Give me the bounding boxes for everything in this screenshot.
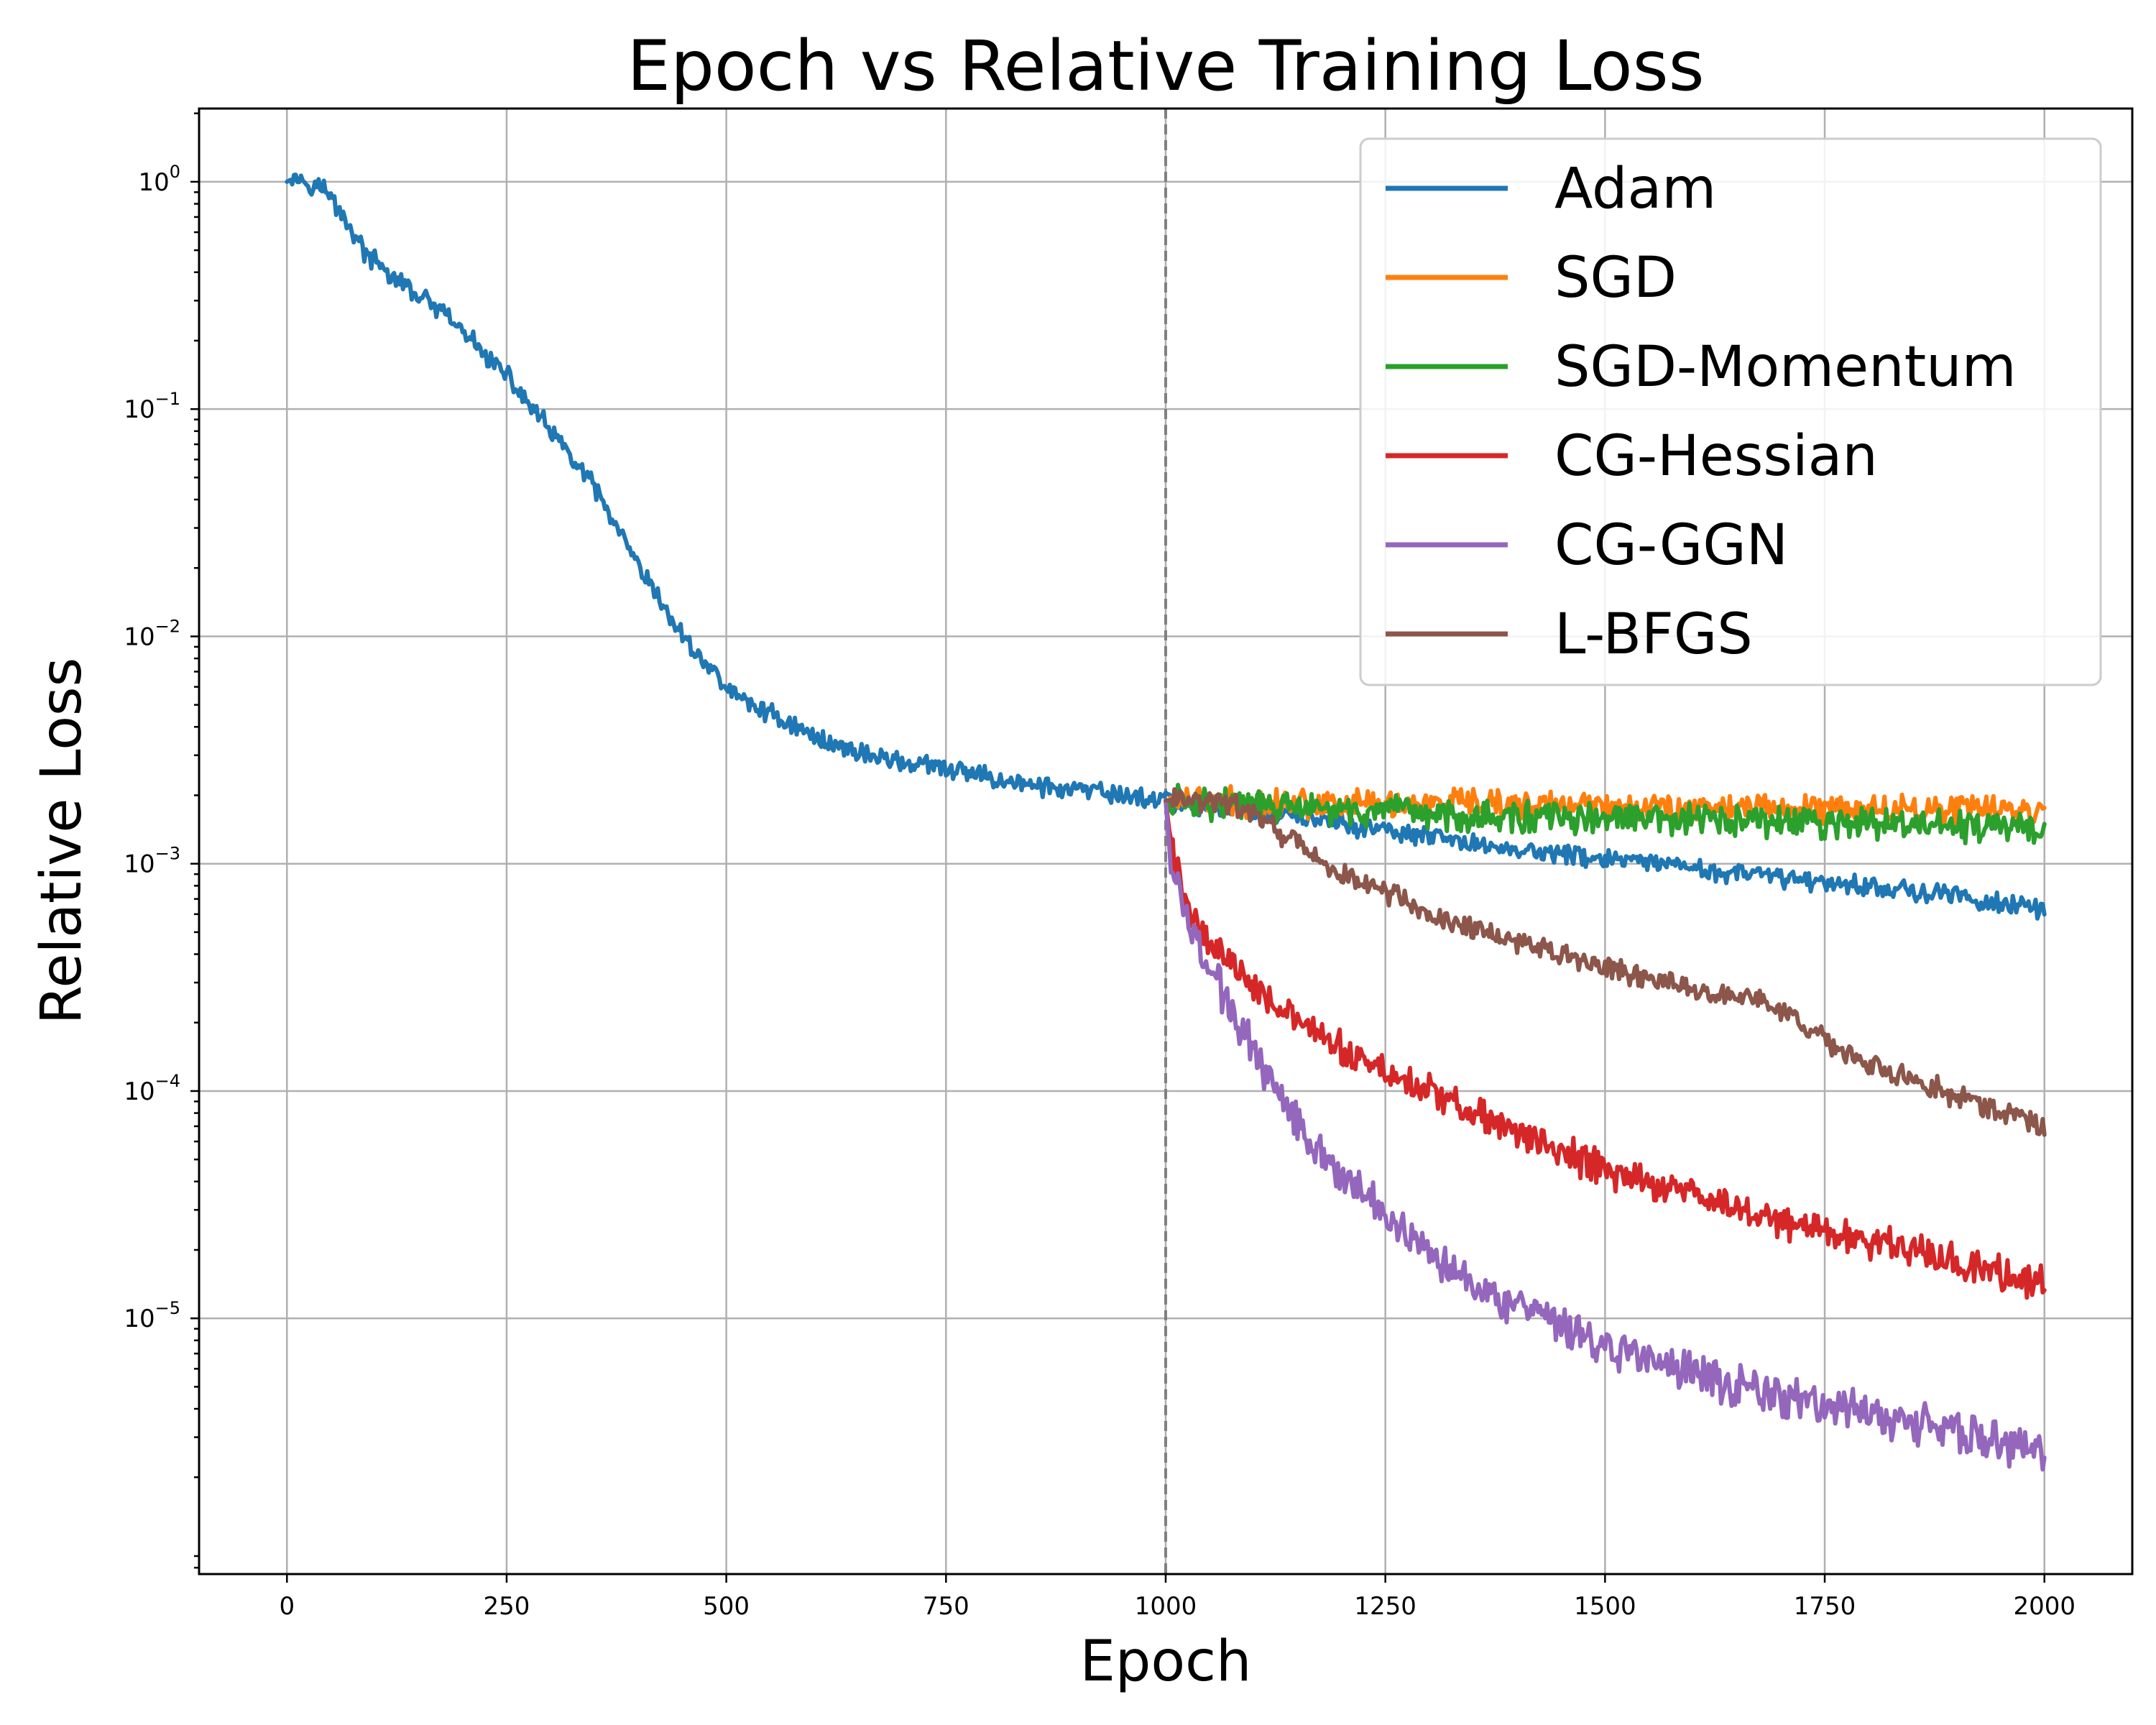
legend-label-cg-hessian: CG-Hessian bbox=[1554, 424, 1878, 489]
y-tick-label: 10−4 bbox=[124, 1071, 180, 1106]
y-tick-label: 10−3 bbox=[124, 844, 180, 879]
series-line-adam bbox=[285, 172, 2047, 921]
x-tick-label: 0 bbox=[279, 1592, 295, 1621]
plot-frame bbox=[198, 107, 2134, 1576]
series-line-cg-hessian bbox=[1164, 798, 2047, 1300]
legend-label-adam: Adam bbox=[1554, 157, 1716, 221]
axis-ticks: 0 250 500 750 1000 1250 1500 1750 2000 100 10−1 10−… bbox=[124, 112, 2076, 1621]
legend-label-sgd: SGD bbox=[1554, 246, 1677, 310]
series-line-l-bfgs bbox=[1164, 787, 2047, 1137]
x-tick-label: 1500 bbox=[1574, 1592, 1636, 1621]
legend-entries: Adam SGD SGD-Momentum CG-Hessian CG-GGN L-BFG… bbox=[1386, 157, 2017, 667]
x-tick-label: 750 bbox=[923, 1592, 969, 1621]
y-tick-label: 100 bbox=[138, 162, 180, 197]
y-tick-label: 10−2 bbox=[124, 616, 180, 651]
series-line-sgd-momentum bbox=[1164, 783, 2047, 846]
x-tick-label: 2000 bbox=[2013, 1592, 2076, 1621]
x-tick-label: 500 bbox=[703, 1592, 750, 1621]
x-tick-label: 1250 bbox=[1354, 1592, 1416, 1621]
legend-label-cg-ggn: CG-GGN bbox=[1554, 513, 1788, 578]
x-tick-label: 1750 bbox=[1794, 1592, 1856, 1621]
x-tick-label: 1000 bbox=[1135, 1592, 1197, 1621]
y-tick-label: 10−1 bbox=[124, 389, 180, 424]
x-axis-label: Epoch bbox=[1080, 1629, 1252, 1694]
legend-label-l-bfgs: L-BFGS bbox=[1554, 602, 1753, 667]
y-axis-label: Relative Loss bbox=[29, 658, 94, 1024]
series-layer bbox=[285, 172, 2047, 1472]
legend-frame bbox=[1359, 137, 2102, 686]
chart-title: Epoch vs Relative Training Loss bbox=[627, 26, 1704, 106]
y-tick-label: 10−5 bbox=[124, 1298, 180, 1333]
x-tick-label: 250 bbox=[484, 1592, 530, 1621]
legend: Adam SGD SGD-Momentum CG-Hessian CG-GGN L-BFG… bbox=[1359, 137, 2102, 686]
legend-label-sgd-momentum: SGD-Momentum bbox=[1554, 335, 2017, 400]
series-line-cg-ggn bbox=[1164, 798, 2047, 1472]
